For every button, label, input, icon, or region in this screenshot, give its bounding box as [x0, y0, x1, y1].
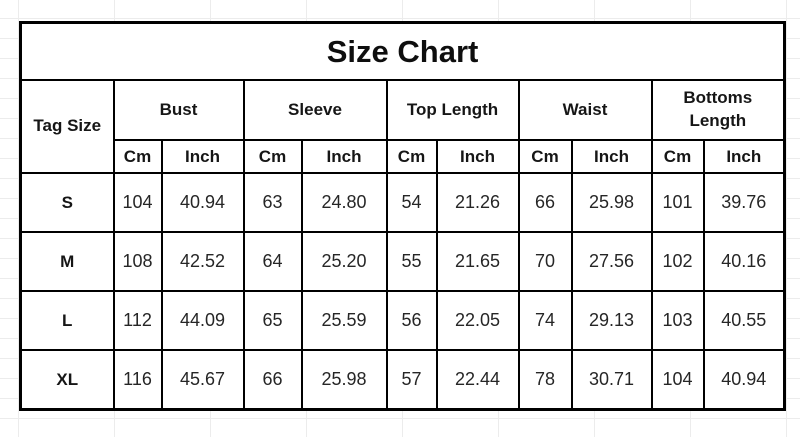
chart-title: Size Chart: [19, 21, 786, 81]
cell-bottoms-length-inch: 40.94: [702, 349, 786, 411]
cell-top-length-inch: 21.65: [435, 231, 520, 292]
cell-bottoms-length-inch: 39.76: [702, 172, 786, 233]
cell-top-length-cm: 55: [385, 231, 438, 292]
table-row-l: L 112 44.09 65 25.59 56 22.05 74 29.13 1…: [19, 290, 786, 351]
cell-bust-inch: 44.09: [160, 290, 245, 351]
unit-header-inch: Inch: [570, 139, 653, 174]
unit-header-cm: Cm: [517, 139, 573, 174]
cell-bust-cm: 108: [112, 231, 163, 292]
cell-waist-inch: 27.56: [570, 231, 653, 292]
cell-sleeve-cm: 64: [242, 231, 303, 292]
cell-sleeve-inch: 24.80: [300, 172, 388, 233]
cell-waist-cm: 74: [517, 290, 573, 351]
row-size-label: L: [19, 290, 115, 351]
cell-sleeve-inch: 25.59: [300, 290, 388, 351]
cell-top-length-cm: 56: [385, 290, 438, 351]
unit-header-inch: Inch: [435, 139, 520, 174]
cell-sleeve-inch: 25.20: [300, 231, 388, 292]
header-tag-size: Tag Size: [19, 79, 115, 174]
cell-waist-inch: 25.98: [570, 172, 653, 233]
row-size-label: S: [19, 172, 115, 233]
header-group-top-length: Top Length: [385, 79, 520, 141]
cell-bust-inch: 45.67: [160, 349, 245, 411]
table-row-m: M 108 42.52 64 25.20 55 21.65 70 27.56 1…: [19, 231, 786, 292]
unit-header-inch: Inch: [160, 139, 245, 174]
row-size-label: M: [19, 231, 115, 292]
cell-sleeve-cm: 66: [242, 349, 303, 411]
cell-bust-cm: 112: [112, 290, 163, 351]
unit-header-inch: Inch: [702, 139, 786, 174]
unit-header-cm: Cm: [112, 139, 163, 174]
unit-header-inch: Inch: [300, 139, 388, 174]
cell-top-length-inch: 21.26: [435, 172, 520, 233]
table-row-xl: XL 116 45.67 66 25.98 57 22.44 78 30.71 …: [19, 349, 786, 411]
size-chart-table: Size Chart Tag Size Bust Sleeve Top Leng…: [19, 21, 787, 411]
cell-top-length-cm: 54: [385, 172, 438, 233]
cell-bust-cm: 104: [112, 172, 163, 233]
cell-waist-cm: 66: [517, 172, 573, 233]
cell-bottoms-length-inch: 40.55: [702, 290, 786, 351]
cell-waist-cm: 70: [517, 231, 573, 292]
unit-header-cm: Cm: [242, 139, 303, 174]
cell-bust-inch: 40.94: [160, 172, 245, 233]
cell-waist-inch: 29.13: [570, 290, 653, 351]
cell-waist-inch: 30.71: [570, 349, 653, 411]
cell-bottoms-length-cm: 101: [650, 172, 705, 233]
table-row-s: S 104 40.94 63 24.80 54 21.26 66 25.98 1…: [19, 172, 786, 233]
cell-bottoms-length-cm: 102: [650, 231, 705, 292]
header-group-sleeve: Sleeve: [242, 79, 388, 141]
cell-sleeve-cm: 63: [242, 172, 303, 233]
cell-top-length-cm: 57: [385, 349, 438, 411]
cell-bottoms-length-cm: 103: [650, 290, 705, 351]
cell-top-length-inch: 22.05: [435, 290, 520, 351]
header-group-waist: Waist: [517, 79, 653, 141]
cell-top-length-inch: 22.44: [435, 349, 520, 411]
cell-waist-cm: 78: [517, 349, 573, 411]
cell-bottoms-length-inch: 40.16: [702, 231, 786, 292]
cell-sleeve-inch: 25.98: [300, 349, 388, 411]
header-group-bottoms-length-label: Bottoms Length: [683, 88, 753, 130]
cell-bottoms-length-cm: 104: [650, 349, 705, 411]
row-size-label: XL: [19, 349, 115, 411]
header-group-bottoms-length: Bottoms Length: [650, 79, 786, 141]
header-group-bust: Bust: [112, 79, 245, 141]
cell-bust-inch: 42.52: [160, 231, 245, 292]
cell-sleeve-cm: 65: [242, 290, 303, 351]
cell-bust-cm: 116: [112, 349, 163, 411]
unit-header-cm: Cm: [385, 139, 438, 174]
unit-header-cm: Cm: [650, 139, 705, 174]
